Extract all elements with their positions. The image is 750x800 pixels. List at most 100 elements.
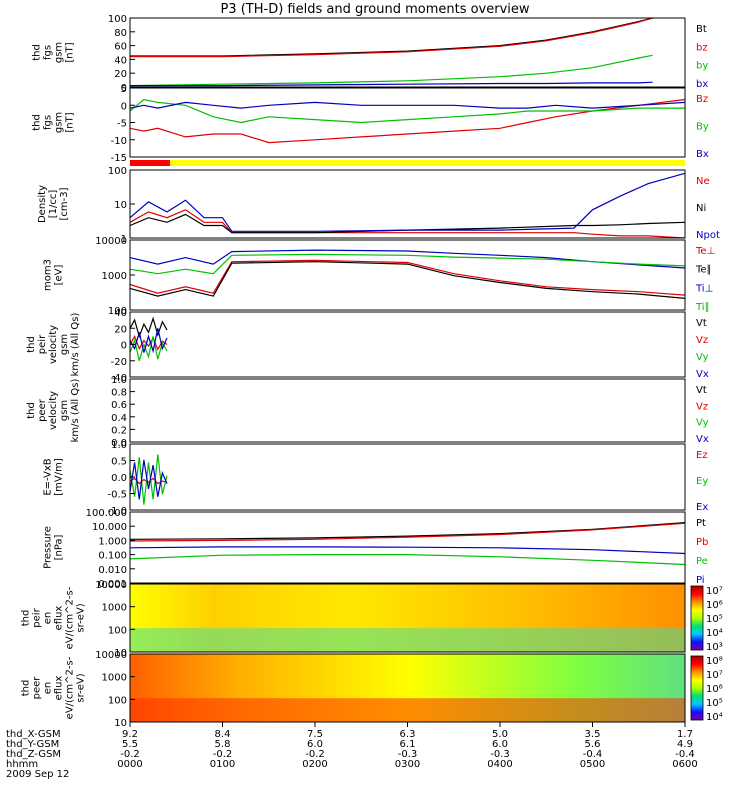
x-tick-label: 1.7: [677, 729, 693, 740]
legend-entry: by: [696, 61, 708, 72]
panel-5: Vt Vz Vy Vx 40 20 0 -20 -40 thdpeirvelocitygsmkm/…: [26, 308, 709, 384]
x-tick-label: 5.6: [585, 739, 601, 750]
y-tick-label: 100: [108, 166, 127, 177]
series-line-Ex: [129, 459, 168, 500]
colorbar-tick-label: 10⁶: [706, 600, 723, 611]
x-tick-label: -0.4: [675, 749, 695, 760]
y-tick-label: 0.8: [111, 388, 127, 399]
x-row-label: thd_Z-GSM: [6, 749, 61, 760]
y-tick-label: 80: [114, 28, 127, 39]
y-tick-label: 40: [114, 308, 127, 319]
series-line-Te∥: [129, 261, 686, 299]
series-line-Pb: [129, 522, 686, 542]
x-tick-label: -0.2: [305, 749, 325, 760]
y-tick-label: -15: [111, 153, 127, 164]
y-tick-label: 100: [108, 14, 127, 25]
x-tick-label: 9.2: [122, 729, 138, 740]
series-line-Pe: [129, 553, 686, 566]
y-tick-label: 20: [114, 324, 127, 335]
x-tick-label: 0000: [117, 759, 142, 770]
x-tick-label: -0.2: [120, 749, 140, 760]
panel-4: Te⊥ Te∥ Ti⊥ Ti∥ 10000 1000 100 mom3[eV]: [43, 236, 716, 317]
y-tick-label: 0.4: [111, 413, 127, 424]
legend-entry: bx: [696, 79, 708, 90]
x-tick-label: 6.1: [400, 739, 416, 750]
panel-9: 10⁷ 10⁶ 10⁵ 10⁴ 10³ 10000 1000 100 10 thdpeirenef…: [21, 580, 723, 659]
series-line-Npot: [129, 172, 686, 232]
y-tick-label: 1.0: [111, 375, 127, 386]
x-tick-label: 3.5: [585, 729, 601, 740]
legend-entry: Ez: [696, 450, 708, 461]
legend-entry: Vy: [696, 418, 709, 429]
colorbar: [690, 585, 704, 651]
legend-entry: Te∥: [695, 265, 712, 276]
spectrogram-low-band: [130, 698, 685, 722]
y-tick-label: 1: [121, 234, 127, 245]
colorbar-tick-label: 10⁸: [706, 656, 723, 667]
legend-entry: Bx: [696, 149, 709, 160]
colorbar-tick-label: 10⁵: [706, 614, 723, 625]
panel-10: 10⁸ 10⁷ 10⁶ 10⁵ 10⁴ 10000 1000 100 10 thdpeerenef…: [21, 650, 723, 729]
series-line-Bt: [130, 17, 653, 57]
chart-title: P3 (TH-D) fields and ground moments over…: [220, 2, 530, 17]
colorbar-tick-label: 10⁴: [706, 628, 723, 639]
panel-frame: [129, 378, 686, 443]
colorbar-tick-label: 10³: [706, 642, 723, 653]
y-tick-label: 20: [114, 69, 127, 80]
legend-entry: Pe: [696, 556, 708, 567]
legend-entry: Ti⊥: [695, 283, 713, 294]
x-row-label: thd_Y-GSM: [6, 739, 59, 750]
panel-frame: [129, 17, 686, 88]
y-tick-label: 10: [114, 200, 127, 211]
legend-entry: Pt: [696, 518, 706, 529]
x-tick-label: 5.0: [492, 729, 508, 740]
series-line-bz: [130, 17, 653, 58]
series-line-Ti⊥: [129, 249, 686, 269]
legend-entry: Vx: [696, 434, 709, 445]
y-tick-label: 0: [121, 101, 127, 112]
panel-6: Vt Vz Vy Vx 1.0 0.80.6 0.40.2 0.0 thdpeervelocit…: [26, 375, 709, 449]
x-tick-label: -0.2: [213, 749, 233, 760]
x-tick-label: 0100: [210, 759, 235, 770]
legend-entry: Bt: [696, 24, 707, 35]
y-tick-label: 100: [108, 625, 127, 636]
panel-1: Bt bz by bx 100 80 60 40 20 0 thdfgsgsm[nT]: [32, 14, 709, 94]
x-tick-label: 0400: [487, 759, 512, 770]
panel-frame: [129, 311, 686, 378]
y-tick-label: 40: [114, 55, 127, 66]
y-tick-label: 60: [114, 42, 127, 53]
panel-7: Ez Ey Ex 1.0 0.5 0.0 -0.5 -1.0 E=-VxB[mV/m]: [43, 440, 709, 517]
x-tick-label: -0.4: [583, 749, 603, 760]
colorbar-tick-label: 10⁷: [706, 586, 723, 597]
y-tick-label: 0.6: [111, 400, 127, 411]
x-tick-label: 0600: [672, 759, 697, 770]
y-tick-label: 5: [121, 84, 127, 95]
y-tick-label: 1000: [102, 603, 127, 614]
x-tick-label: 5.8: [215, 739, 231, 750]
y-tick-label: 0: [121, 83, 127, 94]
x-tick-label: 0500: [580, 759, 605, 770]
spectrogram-low-band: [130, 628, 685, 652]
series-line-bx: [130, 81, 653, 87]
colorbar-tick-label: 10⁷: [706, 670, 723, 681]
y-tick-label: 1.000: [98, 536, 127, 547]
x-tick-label: 5.5: [122, 739, 138, 750]
y-tick-label: 10000: [95, 650, 127, 661]
mode-bar-red: [130, 160, 170, 166]
mode-bar-yellow: [170, 160, 685, 166]
x-tick-label: -0.3: [398, 749, 418, 760]
y-tick-label: 0.001: [98, 579, 127, 590]
y-axis-label: thdpeirenefluxeV/(cm^2-s-sr-eV): [21, 586, 87, 649]
panel-frame: [129, 87, 686, 158]
series-line-Ne: [129, 209, 686, 239]
y-tick-label: 10: [114, 648, 127, 659]
series-line-By: [129, 98, 685, 124]
legend-entry: Vz: [696, 335, 708, 346]
panel-frame: [129, 511, 686, 584]
series-line-Pi: [129, 546, 686, 555]
x-row-label: thd_X-GSM: [6, 729, 61, 740]
y-axis-label: thdfgsgsm[nT]: [32, 42, 76, 63]
legend-entry: Vy: [696, 352, 709, 363]
series-line-Bz: [129, 98, 686, 144]
